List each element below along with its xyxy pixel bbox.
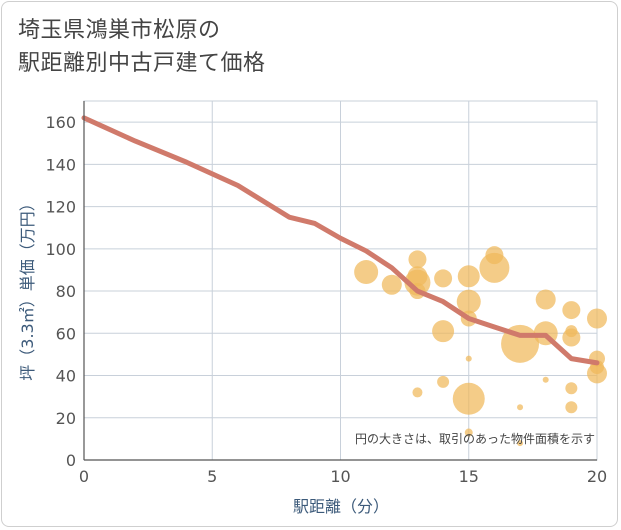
data-bubble — [565, 382, 578, 395]
y-tick-label: 120 — [45, 198, 76, 217]
data-bubble — [456, 289, 481, 314]
data-bubble — [434, 269, 453, 288]
y-tick-label: 160 — [45, 113, 76, 132]
y-tick-label: 80 — [56, 282, 76, 301]
chart-title-line-2: 駅距離別中古戸建て価格 — [18, 51, 266, 76]
data-bubble — [587, 308, 607, 329]
y-tick-label: 40 — [56, 367, 76, 386]
x-axis-title: 駅距離（分） — [293, 497, 389, 516]
data-bubble — [587, 363, 607, 384]
data-bubble — [562, 328, 581, 347]
y-tick-label: 100 — [45, 240, 76, 259]
data-bubble — [381, 274, 402, 295]
data-bubble — [408, 250, 427, 269]
size-note: 円の大きさは、取引のあった物件面積を示す — [355, 431, 595, 446]
x-tick-label: 10 — [330, 467, 350, 486]
trend-series — [81, 115, 600, 366]
bubble-series — [354, 246, 607, 447]
y-axis-title: 坪（3.3㎡）単価（万円） — [18, 195, 37, 380]
data-bubble — [479, 252, 510, 283]
data-bubble — [412, 387, 423, 398]
data-bubble — [562, 301, 581, 320]
chart-title-line-1: 埼玉県鴻巣市松原の — [18, 18, 221, 43]
y-tick-label: 140 — [45, 155, 76, 174]
x-tick-label: 5 — [207, 467, 217, 486]
data-bubble — [437, 375, 450, 388]
data-bubble — [452, 382, 485, 415]
data-bubble — [465, 355, 472, 362]
data-bubble — [535, 289, 556, 310]
trend-line — [81, 115, 600, 366]
data-bubble — [354, 260, 379, 285]
x-tick-label: 0 — [79, 467, 89, 486]
y-tick-label: 0 — [66, 451, 76, 470]
data-bubble — [517, 440, 524, 447]
data-bubble — [542, 376, 549, 383]
data-bubble — [457, 265, 480, 288]
axes — [83, 101, 597, 461]
data-bubble — [464, 428, 473, 437]
data-bubble — [565, 401, 578, 414]
data-bubble — [517, 404, 524, 411]
y-tick-label: 20 — [56, 409, 76, 428]
x-tick-label: 15 — [459, 467, 479, 486]
data-bubble — [432, 320, 455, 343]
x-tick-label: 20 — [587, 467, 607, 486]
chart-title: 埼玉県鴻巣市松原の 駅距離別中古戸建て価格 — [18, 14, 266, 80]
y-tick-label: 60 — [56, 324, 76, 343]
tick-labels: 0 20 40 60 80 100 120 140 160 0 5 10 15 20 — [45, 113, 607, 486]
